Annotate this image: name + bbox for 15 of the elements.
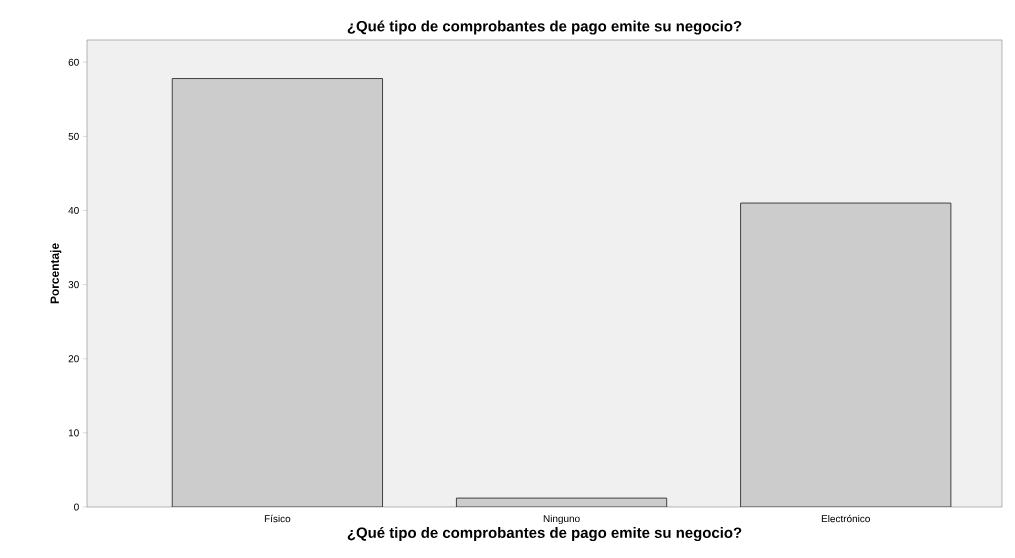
y-tick-label: 50 (68, 132, 79, 140)
y-tick-label: 30 (68, 281, 79, 289)
chart-title: ¿Qué tipo de comprobantes de pago emite su negocio? (347, 20, 742, 35)
bar (171, 78, 384, 507)
y-tick-label: 0 (74, 503, 79, 511)
x-tick-label: Ninguno (543, 514, 580, 525)
y-tick-label: 40 (68, 206, 79, 215)
y-tick-label: 20 (68, 355, 79, 363)
x-axis-title: ¿Qué tipo de comprobantes de pago emite su negocio? (347, 526, 742, 542)
x-tick-label: Físico (264, 514, 291, 523)
y-tick-label: 60 (68, 58, 79, 66)
y-tick-label: 10 (68, 429, 79, 437)
bar (740, 202, 952, 507)
y-axis-title: Porcentaje (50, 243, 62, 304)
x-tick-label: Electrónico (821, 514, 870, 523)
